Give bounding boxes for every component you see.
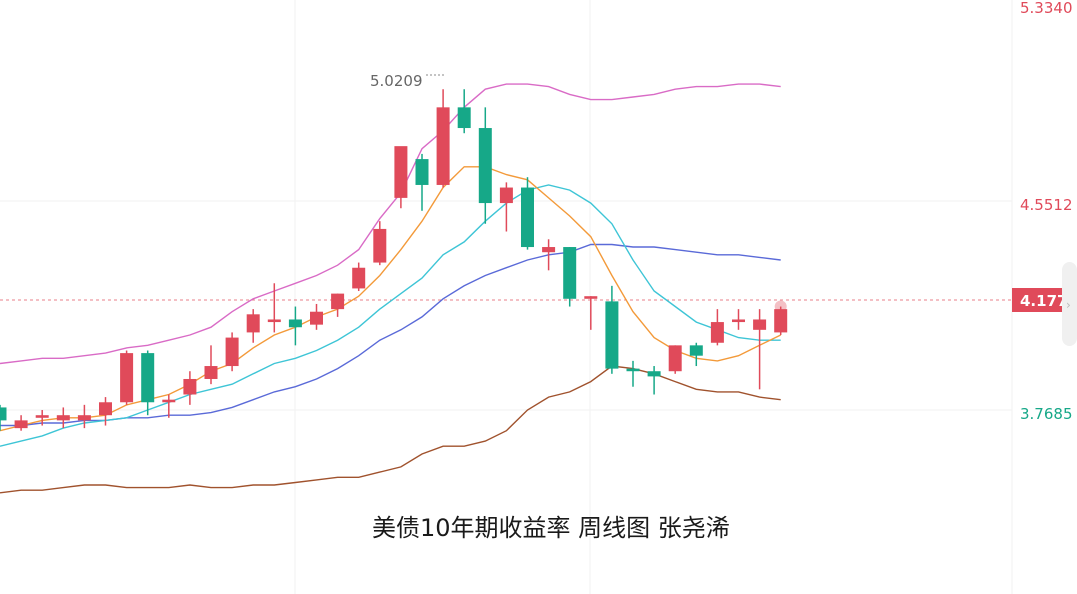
price-axis: 5.3340 4.5512 4.1773 3.7685 [1012, 0, 1077, 423]
candle-body [499, 187, 513, 204]
candles [0, 89, 788, 431]
candle-8 [162, 394, 176, 418]
candle-body [626, 368, 640, 372]
candle-body [457, 107, 471, 129]
candle-19 [394, 146, 408, 209]
candle-body [352, 267, 366, 289]
candle-body [668, 345, 682, 372]
candle-body [267, 319, 281, 323]
candle-21 [436, 89, 450, 188]
candle-body [35, 415, 49, 418]
candle-26 [542, 239, 556, 271]
price-label-mid: 4.5512 [1020, 196, 1073, 214]
candle-body [521, 187, 534, 248]
candle-body [120, 353, 134, 403]
candle-body [183, 378, 197, 395]
candle-body [563, 247, 577, 299]
candle-15 [310, 303, 323, 330]
candle-body [605, 301, 619, 369]
candle-30 [626, 360, 640, 387]
candle-35 [732, 309, 745, 330]
candle-17 [352, 262, 366, 292]
candle-23 [478, 107, 492, 224]
candle-body [647, 371, 661, 377]
candle-body [542, 247, 556, 253]
boll-mid-line [0, 243, 781, 427]
ma-fast-line [0, 166, 782, 432]
candle-body [77, 415, 91, 421]
price-label-low: 3.7685 [1020, 405, 1073, 423]
scroll-handle[interactable] [1062, 262, 1077, 346]
candle-body [14, 420, 28, 429]
candle-33 [689, 342, 703, 367]
candle-20 [415, 153, 429, 211]
candle-25 [521, 177, 534, 250]
price-label-top: 5.3340 [1020, 0, 1073, 17]
candle-body [99, 402, 112, 416]
candle-24 [499, 182, 513, 232]
candle-28 [584, 296, 598, 330]
candle-body [310, 311, 323, 325]
candle-4 [77, 404, 91, 429]
candle-body [732, 319, 745, 323]
candle-body [753, 319, 767, 330]
candle-body [436, 107, 450, 185]
candle-18 [373, 221, 387, 266]
candle-body [478, 128, 492, 204]
candle-body [141, 353, 155, 403]
candle-9 [183, 371, 197, 405]
candle-34 [710, 309, 724, 346]
candle-11 [225, 332, 239, 372]
candle-27 [563, 247, 577, 307]
indicator-lines [0, 83, 782, 494]
candle-32 [668, 345, 682, 374]
candle-body [162, 399, 176, 403]
boll-lower-line [0, 365, 781, 494]
ma-slow-line [0, 184, 781, 447]
current-price-pulse [774, 300, 787, 313]
chevron-right-icon: › [1066, 298, 1071, 312]
candle-6 [120, 350, 134, 405]
candle-22 [457, 89, 471, 134]
candle-body [0, 407, 7, 421]
candle-body [415, 159, 429, 185]
candle-body [394, 146, 408, 198]
candle-body [584, 296, 598, 299]
candle-0 [0, 404, 7, 431]
candle-10 [204, 345, 218, 385]
candle-body [56, 415, 70, 421]
candle-body [710, 322, 724, 343]
candle-36 [753, 309, 767, 390]
candle-body [288, 319, 302, 328]
candle-7 [141, 350, 155, 416]
candle-body [774, 309, 788, 333]
candle-1 [14, 415, 28, 431]
candle-3 [56, 407, 70, 429]
candle-body [225, 337, 239, 367]
candle-14 [288, 306, 302, 346]
candle-body [246, 314, 260, 333]
candle-5 [99, 397, 112, 426]
candle-31 [647, 366, 661, 395]
candle-body [204, 366, 218, 379]
grid [0, 0, 1013, 594]
chart-caption: 美债10年期收益率 周线图 张尧浠 [372, 514, 730, 542]
candle-12 [246, 309, 260, 343]
candle-body [373, 228, 387, 263]
high-annotation-label: 5.0209 [370, 72, 423, 90]
candle-37 [774, 306, 788, 336]
candle-16 [331, 293, 345, 317]
candle-29 [605, 285, 619, 374]
candle-13 [267, 283, 281, 333]
candle-body [331, 293, 345, 310]
candle-2 [35, 410, 49, 426]
boll-upper-line [0, 83, 781, 365]
candle-body [689, 345, 703, 356]
high-annotation: 5.0209 [370, 72, 444, 90]
